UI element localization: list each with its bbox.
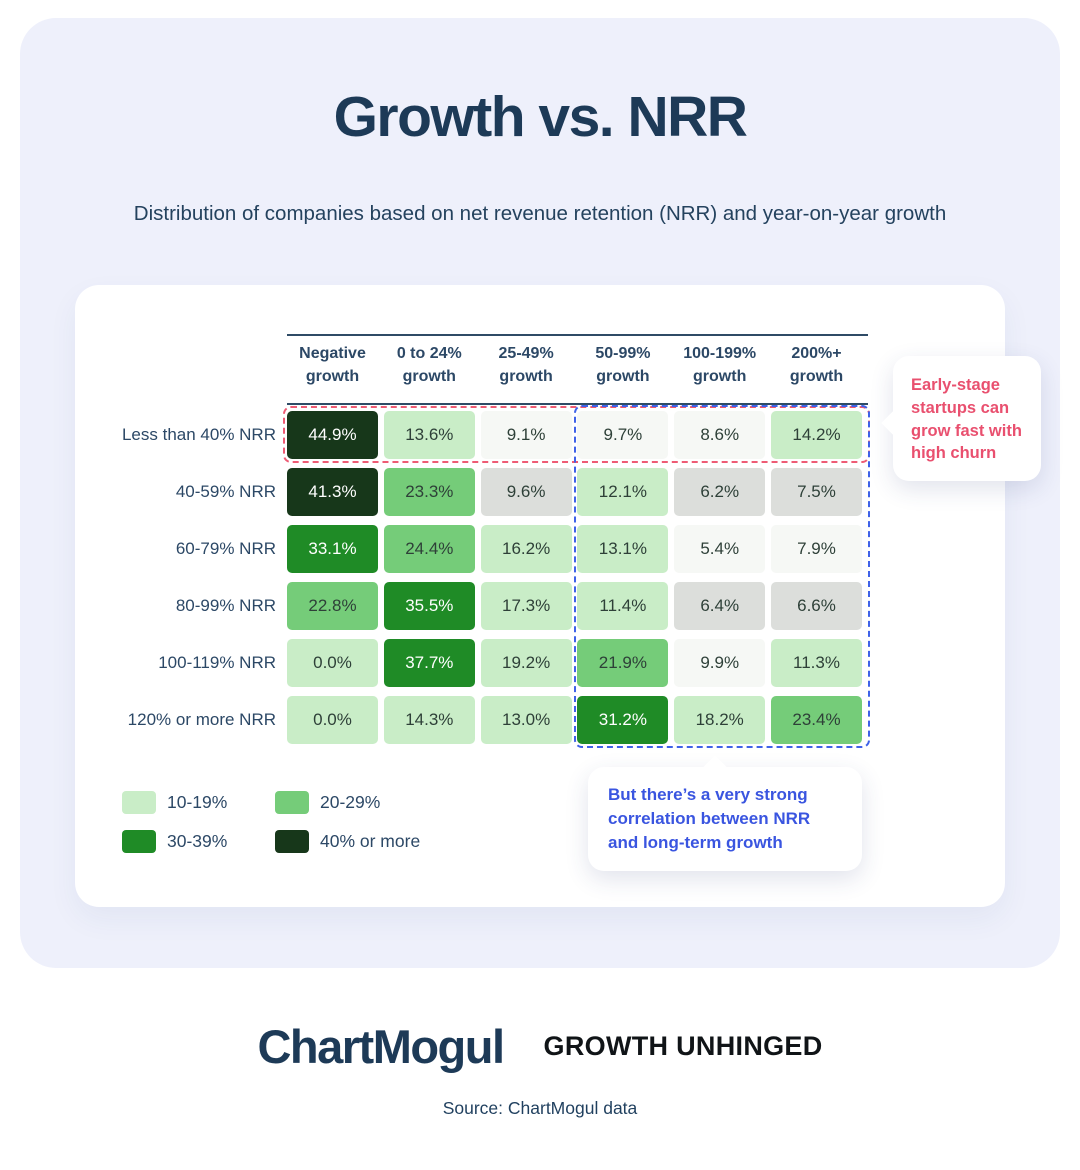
source-note: Source: ChartMogul data — [442, 1098, 638, 1118]
heatmap-cell-r4c2: 35.5% — [383, 582, 475, 630]
column-header: 50-99% growth — [595, 345, 651, 386]
heatmap-cell-r5c2: 37.7% — [383, 639, 475, 687]
row-label: 80-99% NRR — [175, 596, 276, 615]
heatmap-cell-r5c4: 21.9% — [577, 639, 669, 687]
heatmap-cell-r3c6: 7.9% — [771, 525, 862, 573]
annotation-correlation-text: But there’s a very strong correlation be… — [608, 785, 811, 853]
heatmap-cell-r2c6: 7.5% — [771, 468, 862, 516]
heatmap-cell-r5c5: 9.9% — [674, 639, 766, 687]
heatmap-cell-r5c6: 11.3% — [771, 639, 862, 687]
heatmap-cell-r3c4: 13.1% — [577, 525, 669, 573]
legend-swatch — [122, 830, 156, 853]
heatmap-cell-r3c1: 33.1% — [287, 525, 378, 573]
row-label: 40-59% NRR — [175, 482, 276, 501]
heatmap-cell-r6c1: 0.0% — [287, 696, 378, 744]
heatmap-cell-r6c6: 23.4% — [771, 696, 862, 744]
page-subtitle: Distribution of companies based on net r… — [133, 202, 947, 225]
legend-swatch — [275, 830, 309, 853]
legend-label: 40% or more — [320, 831, 421, 851]
column-header: 25-49% growth — [498, 345, 554, 386]
heatmap-cell-r6c3: 13.0% — [480, 696, 572, 744]
heatmap-cell-r2c3: 9.6% — [480, 468, 572, 516]
column-header: Negative growth — [299, 345, 366, 386]
growth-unhinged-tagline: GROWTH UNHINGED — [543, 1030, 823, 1061]
legend-item: 30-39% — [122, 830, 227, 853]
heatmap-cell-r3c3: 16.2% — [480, 525, 572, 573]
column-header: 0 to 24% growth — [396, 345, 462, 386]
annotation-correlation: But there’s a very strong correlation be… — [588, 755, 862, 872]
row-label: Less than 40% NRR — [121, 425, 276, 444]
legend-label: 20-29% — [320, 792, 381, 812]
header-bottom-rule — [287, 403, 868, 405]
legend-swatch — [275, 791, 309, 814]
heatmap-cell-r2c1: 41.3% — [287, 468, 378, 516]
legend-item: 20-29% — [275, 791, 380, 814]
chartmogul-logo: ChartMogul — [257, 1019, 505, 1073]
legend-item: 40% or more — [275, 830, 420, 853]
heatmap-cell-r1c5: 8.6% — [674, 411, 766, 459]
chart-card: Negative growth 0 to 24% growth 25-49% gro… — [75, 285, 1005, 907]
row-label: 60-79% NRR — [175, 539, 276, 558]
heatmap-cell-r2c4: 12.1% — [577, 468, 669, 516]
heatmap-cell-r6c4: 31.2% — [577, 696, 669, 744]
column-header: 200%+ growth — [789, 345, 844, 386]
legend-item: 10-19% — [122, 791, 227, 814]
heatmap-cell-r1c4: 9.7% — [577, 411, 669, 459]
row-label: 100-119% NRR — [158, 653, 276, 672]
page-title: Growth vs. NRR — [333, 85, 748, 149]
heatmap-cell-r4c6: 6.6% — [771, 582, 862, 630]
heatmap-cell-r4c3: 17.3% — [480, 582, 572, 630]
legend-label: 30-39% — [167, 831, 228, 851]
heatmap-cell-r3c5: 5.4% — [674, 525, 766, 573]
heatmap-cell-r1c3: 9.1% — [480, 411, 572, 459]
row-label: 120% or more NRR — [127, 710, 276, 729]
legend-swatch — [122, 791, 156, 814]
header-top-rule — [287, 334, 868, 336]
annotation-early-stage: Early-stage startups can grow fast with … — [881, 356, 1041, 482]
heatmap-cell-r1c2: 13.6% — [383, 411, 475, 459]
heatmap-cell-r6c2: 14.3% — [383, 696, 475, 744]
footer-brand-row: ChartMogul GROWTH UNHINGED — [0, 1015, 1080, 1077]
heatmap-cell-r4c5: 6.4% — [674, 582, 766, 630]
heatmap-cell-r6c5: 18.2% — [674, 696, 766, 744]
heatmap-cell-r5c3: 19.2% — [480, 639, 572, 687]
legend-label: 10-19% — [167, 792, 228, 812]
heatmap-cell-r5c1: 0.0% — [287, 639, 378, 687]
heatmap-cell-r1c6: 14.2% — [771, 411, 862, 459]
heatmap-cell-r4c1: 22.8% — [287, 582, 378, 630]
heatmap-cell-r3c2: 24.4% — [383, 525, 475, 573]
column-header: 100-199% growth — [683, 345, 757, 386]
annotation-early-stage-text: Early-stage startups can grow fast with … — [911, 376, 1022, 463]
heatmap-cell-r2c2: 23.3% — [383, 468, 475, 516]
heatmap-cell-r2c5: 6.2% — [674, 468, 766, 516]
heatmap-cell-r1c1: 44.9% — [287, 411, 378, 459]
heatmap-cell-r4c4: 11.4% — [577, 582, 669, 630]
